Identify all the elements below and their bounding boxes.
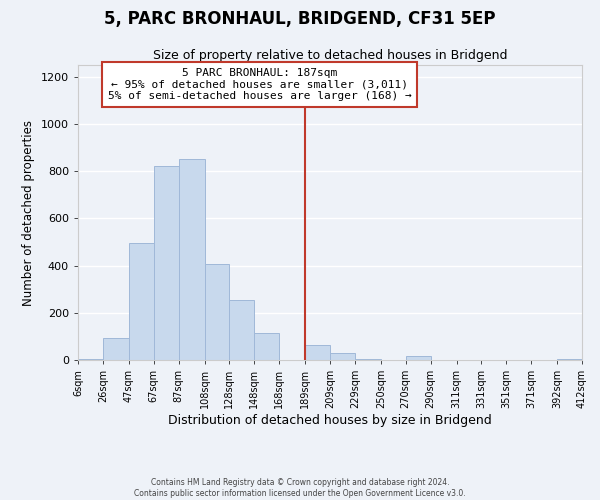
Text: 5 PARC BRONHAUL: 187sqm
← 95% of detached houses are smaller (3,011)
5% of semi-: 5 PARC BRONHAUL: 187sqm ← 95% of detache… bbox=[107, 68, 412, 101]
Y-axis label: Number of detached properties: Number of detached properties bbox=[22, 120, 35, 306]
Bar bbox=[205, 264, 229, 360]
Bar bbox=[254, 333, 279, 360]
Bar bbox=[229, 300, 254, 360]
Bar bbox=[330, 353, 355, 360]
Text: Contains HM Land Registry data © Crown copyright and database right 2024.
Contai: Contains HM Land Registry data © Crown c… bbox=[134, 478, 466, 498]
Bar bbox=[406, 356, 431, 360]
Bar bbox=[179, 160, 205, 360]
Bar bbox=[129, 243, 154, 360]
X-axis label: Distribution of detached houses by size in Bridgend: Distribution of detached houses by size … bbox=[168, 414, 492, 427]
Text: 5, PARC BRONHAUL, BRIDGEND, CF31 5EP: 5, PARC BRONHAUL, BRIDGEND, CF31 5EP bbox=[104, 10, 496, 28]
Title: Size of property relative to detached houses in Bridgend: Size of property relative to detached ho… bbox=[153, 50, 507, 62]
Bar bbox=[355, 359, 381, 360]
Bar bbox=[78, 359, 103, 360]
Bar bbox=[557, 359, 582, 360]
Bar bbox=[305, 344, 330, 360]
Bar bbox=[103, 338, 129, 360]
Bar bbox=[154, 166, 179, 360]
